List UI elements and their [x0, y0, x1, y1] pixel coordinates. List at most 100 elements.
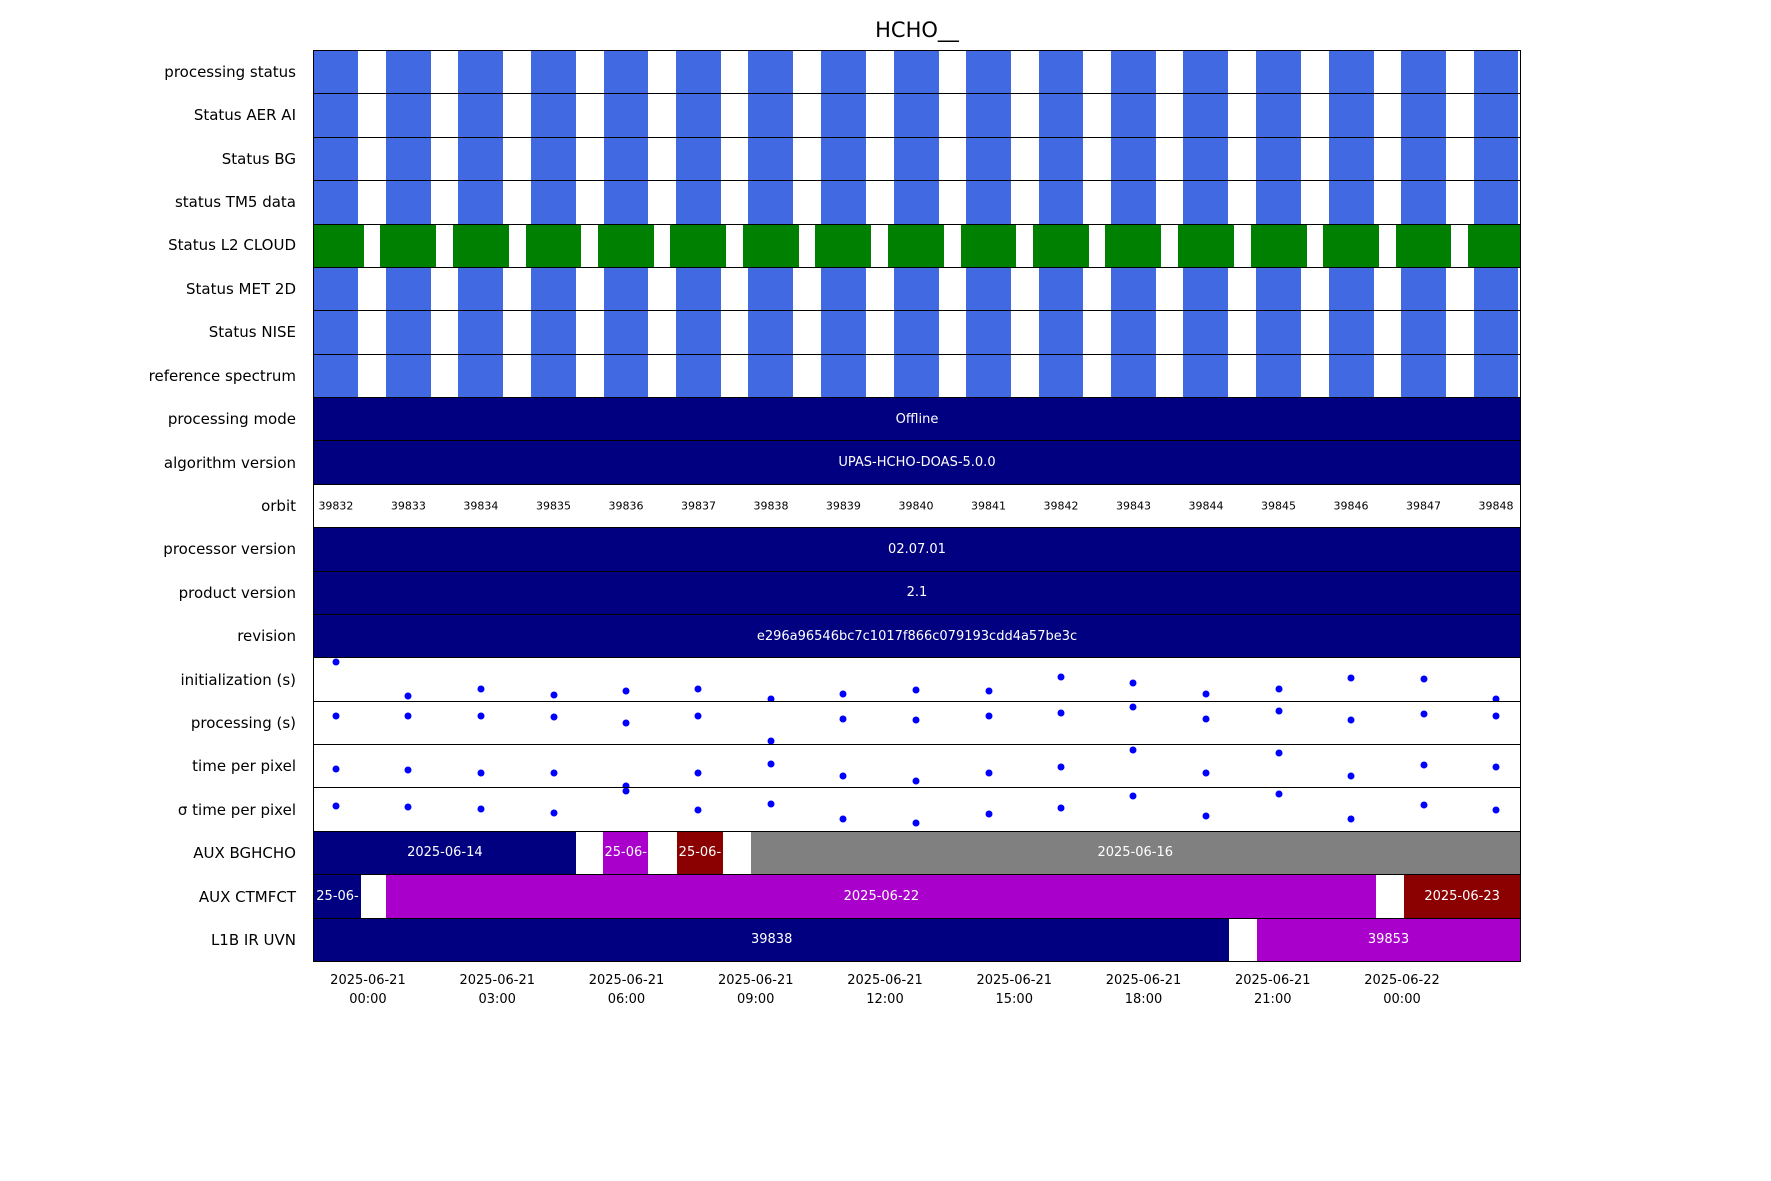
- data-point: [1057, 763, 1065, 771]
- data-point: [767, 737, 775, 744]
- status-block: [1110, 51, 1156, 94]
- plot-area: Offline UPAS-HCHO-DOAS-5.0.0 39832 39833 398…: [313, 50, 1521, 962]
- x-tick-time: 21:00: [1254, 991, 1292, 1007]
- data-point: [622, 687, 630, 695]
- x-tick-label: 2025-06-21 21:00: [1235, 972, 1311, 1010]
- data-point: [477, 685, 485, 693]
- status-block: [314, 224, 364, 267]
- status-block: [748, 51, 794, 94]
- status-block: [1401, 181, 1446, 224]
- status-block: [385, 94, 431, 137]
- data-point: [1202, 715, 1210, 723]
- row-label-product-version: product version: [178, 583, 296, 602]
- status-block: [1183, 137, 1229, 181]
- timeline-row-product-version: 2.1: [314, 570, 1520, 614]
- status-block: [1473, 354, 1519, 397]
- row-label-processor-version: processor version: [163, 540, 296, 559]
- data-point: [912, 716, 920, 724]
- status-block: [893, 267, 939, 311]
- timeline-row-status-l2-cloud: [314, 223, 1520, 267]
- row-label-status-bg: Status BG: [221, 149, 296, 168]
- status-block: [380, 224, 437, 267]
- status-block: [603, 94, 649, 137]
- row-label-processing-mode: processing mode: [167, 410, 296, 429]
- data-point: [550, 809, 557, 817]
- segment: 2025-06-14: [314, 831, 576, 875]
- status-block: [966, 137, 1011, 181]
- value-bar: Offline: [314, 398, 1520, 441]
- x-tick-date: 2025-06-21: [588, 973, 665, 988]
- status-block: [1328, 267, 1374, 311]
- row-label-status-tm5-data: status TM5 data: [174, 192, 296, 211]
- status-block: [603, 181, 649, 224]
- data-point: [694, 769, 702, 777]
- status-block: [1033, 224, 1089, 267]
- data-point: [1129, 792, 1137, 800]
- segment: 39838: [314, 918, 1230, 961]
- status-block: [893, 311, 939, 354]
- status-block: [1256, 311, 1302, 354]
- orbit-number: 39838: [753, 499, 789, 513]
- status-block: [893, 94, 939, 137]
- status-block: [531, 94, 576, 137]
- orbit-number: 39836: [608, 499, 644, 513]
- data-point: [477, 805, 485, 813]
- status-block: [1183, 311, 1229, 354]
- status-block: [820, 267, 866, 311]
- status-block: [458, 94, 504, 137]
- status-block: [1183, 354, 1229, 397]
- status-block: [748, 354, 794, 397]
- timeline-row-revision: e296a96546bc7c1017f866c079193cdd4a57be3c: [314, 613, 1520, 658]
- status-block: [531, 137, 576, 181]
- data-point: [622, 788, 630, 795]
- status-block: [1473, 181, 1519, 224]
- timeline-row-aux-ctmfct: 25-06- 2025-06-22 2025-06-23: [314, 874, 1520, 918]
- data-point: [1275, 790, 1283, 798]
- status-block: [1328, 181, 1374, 224]
- data-point: [404, 766, 412, 774]
- row-label-revision: revision: [237, 627, 296, 646]
- status-block: [1183, 94, 1229, 137]
- status-block: [960, 224, 1017, 267]
- value-bar: e296a96546bc7c1017f866c079193cdd4a57be3c: [314, 614, 1520, 658]
- status-block: [385, 267, 431, 311]
- row-label-aux-ctmfct: AUX CTMFCT: [198, 887, 296, 906]
- timeline-row-status-nise: [314, 310, 1520, 354]
- status-block: [893, 137, 939, 181]
- data-point: [550, 713, 557, 721]
- data-point: [332, 658, 340, 666]
- status-block: [1110, 311, 1156, 354]
- x-tick-time: 12:00: [866, 991, 904, 1007]
- data-point: [1347, 674, 1355, 682]
- row-label-aux-bghcho: AUX BGHCHO: [193, 844, 296, 863]
- status-block: [820, 181, 866, 224]
- data-point: [767, 695, 775, 701]
- status-block: [458, 137, 504, 181]
- orbit-number: 39847: [1406, 499, 1442, 513]
- segment: 25-06-: [314, 875, 362, 918]
- status-block: [815, 224, 872, 267]
- status-block: [385, 311, 431, 354]
- status-block: [603, 311, 649, 354]
- status-block: [1038, 51, 1084, 94]
- status-block: [531, 354, 576, 397]
- data-point: [1347, 716, 1355, 724]
- data-point: [1275, 685, 1283, 693]
- timeline-row-processing-s: [314, 700, 1520, 744]
- status-block: [314, 51, 359, 94]
- x-axis: 2025-06-21 00:00 2025-06-21 03:00 2025-06-21…: [313, 972, 1521, 1016]
- status-block: [742, 224, 799, 267]
- status-block: [748, 267, 794, 311]
- status-block: [314, 94, 359, 137]
- status-block: [603, 267, 649, 311]
- x-tick-date: 2025-06-21: [459, 973, 535, 988]
- row-label-reference-spectrum: reference spectrum: [148, 366, 296, 385]
- data-point: [1129, 679, 1137, 687]
- orbit-number: 39833: [390, 499, 426, 513]
- status-block: [1328, 137, 1374, 181]
- row-label-status-nise: Status NISE: [208, 323, 296, 342]
- status-block: [1177, 224, 1234, 267]
- data-point: [1492, 763, 1500, 771]
- status-block: [385, 51, 431, 94]
